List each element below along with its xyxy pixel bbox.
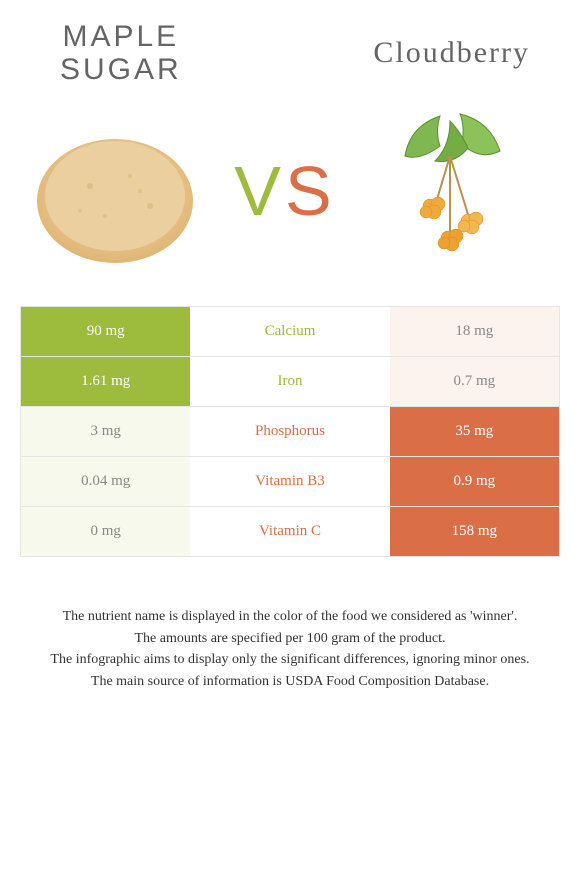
nutrient-name: Phosphorus — [190, 407, 389, 456]
left-value: 3 mg — [21, 407, 190, 456]
right-food-image — [370, 106, 540, 276]
table-row: 0 mgVitamin C158 mg — [21, 507, 559, 557]
footnote-line: The amounts are specified per 100 gram o… — [20, 629, 560, 649]
left-food-title: MAPLE SUGAR — [60, 20, 182, 86]
right-value: 0.7 mg — [390, 357, 559, 406]
left-value: 1.61 mg — [21, 357, 190, 406]
right-value: 35 mg — [390, 407, 559, 456]
vs-s: S — [285, 152, 336, 230]
vs-v: V — [234, 152, 285, 230]
left-food-image — [30, 106, 200, 276]
vs-label: VS — [234, 151, 335, 231]
left-title-line2: SUGAR — [60, 53, 182, 86]
nutrient-name: Vitamin C — [190, 507, 389, 556]
left-title-line1: MAPLE — [60, 20, 182, 53]
comparison-table: 90 mgCalcium18 mg1.61 mgIron0.7 mg3 mgPh… — [20, 306, 560, 557]
left-value: 0.04 mg — [21, 457, 190, 506]
header: MAPLE SUGAR Cloudberry — [0, 0, 580, 86]
right-value: 0.9 mg — [390, 457, 559, 506]
nutrient-name: Iron — [190, 357, 389, 406]
right-food-title: Cloudberry — [373, 36, 530, 70]
table-row: 3 mgPhosphorus35 mg — [21, 407, 559, 457]
footnote-line: The nutrient name is displayed in the co… — [20, 607, 560, 627]
footnote-line: The infographic aims to display only the… — [20, 650, 560, 670]
right-value: 18 mg — [390, 307, 559, 356]
nutrient-name: Vitamin B3 — [190, 457, 389, 506]
table-row: 0.04 mgVitamin B30.9 mg — [21, 457, 559, 507]
nutrient-name: Calcium — [190, 307, 389, 356]
images-row: VS — [0, 86, 580, 306]
right-value: 158 mg — [390, 507, 559, 556]
footnote-line: The main source of information is USDA F… — [20, 672, 560, 692]
table-row: 90 mgCalcium18 mg — [21, 307, 559, 357]
footnotes: The nutrient name is displayed in the co… — [0, 607, 580, 691]
left-value: 90 mg — [21, 307, 190, 356]
table-row: 1.61 mgIron0.7 mg — [21, 357, 559, 407]
left-value: 0 mg — [21, 507, 190, 556]
